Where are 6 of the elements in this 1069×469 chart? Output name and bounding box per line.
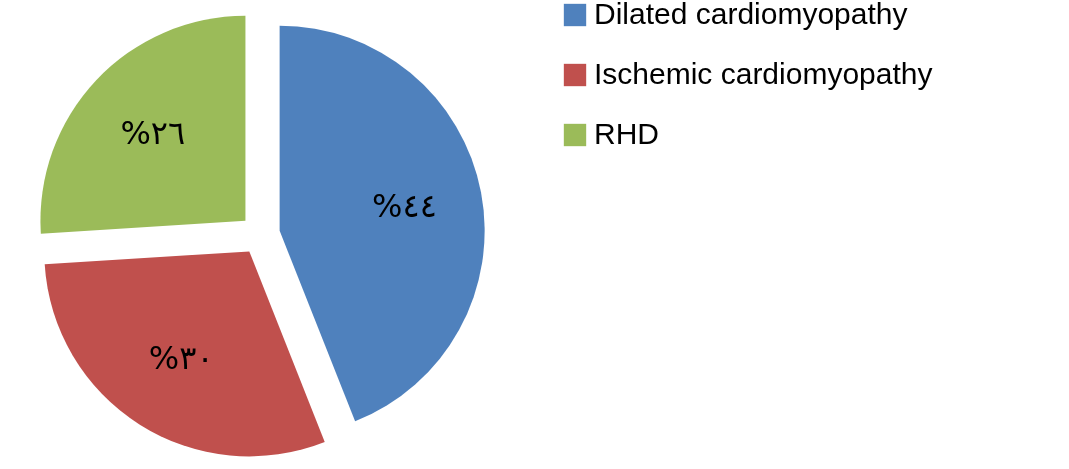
data-label: %٣٠ xyxy=(148,338,214,377)
legend-label: RHD xyxy=(594,117,659,150)
data-label: %٢٦ xyxy=(120,113,186,152)
legend-label: Dilated cardiomyopathy xyxy=(594,0,908,30)
legend-label: Ischemic cardiomyopathy xyxy=(594,57,933,90)
data-label: %٤٤ xyxy=(372,186,437,225)
